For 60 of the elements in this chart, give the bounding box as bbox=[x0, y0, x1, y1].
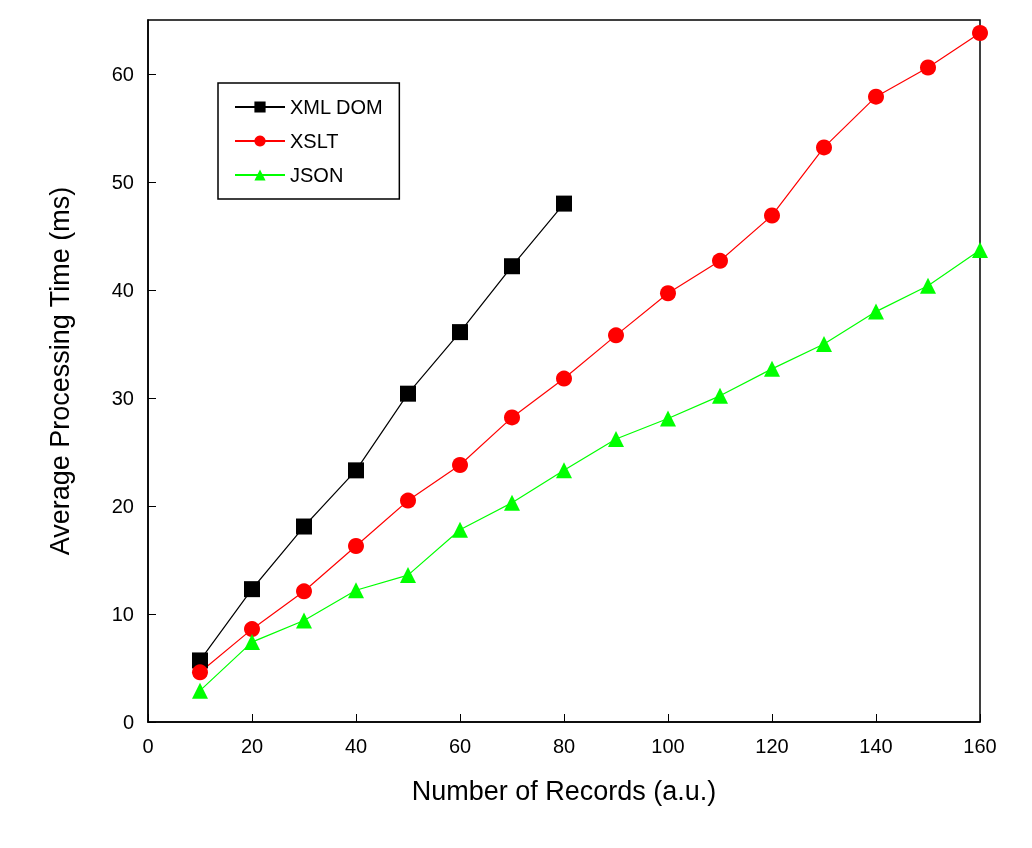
x-tick-label: 0 bbox=[142, 735, 154, 757]
point bbox=[400, 492, 416, 509]
point bbox=[348, 462, 364, 479]
point bbox=[296, 583, 312, 600]
point bbox=[920, 59, 936, 76]
point bbox=[244, 621, 260, 638]
point bbox=[504, 409, 520, 426]
x-tick-label: 20 bbox=[240, 735, 264, 757]
point bbox=[972, 242, 988, 259]
point bbox=[556, 462, 572, 479]
point bbox=[244, 634, 260, 651]
y-tick-label: 60 bbox=[111, 63, 134, 85]
legend-label: XML DOM bbox=[290, 96, 383, 118]
point bbox=[712, 252, 728, 269]
point bbox=[452, 521, 468, 538]
point bbox=[868, 88, 884, 105]
point bbox=[712, 387, 728, 404]
point bbox=[400, 567, 416, 584]
point bbox=[816, 336, 832, 352]
point bbox=[452, 324, 468, 341]
legend-label: XSLT bbox=[290, 130, 339, 152]
point bbox=[608, 327, 624, 344]
point bbox=[296, 518, 312, 535]
x-tick-label: 60 bbox=[448, 735, 472, 757]
point bbox=[452, 456, 468, 473]
x-tick-label: 140 bbox=[859, 735, 893, 757]
point bbox=[348, 537, 364, 554]
point bbox=[920, 277, 936, 294]
point bbox=[556, 370, 572, 387]
x-tick-label: 160 bbox=[963, 735, 997, 757]
y-tick-label: 40 bbox=[111, 279, 134, 301]
y-tick-label: 20 bbox=[111, 495, 134, 517]
y-tick-label: 10 bbox=[111, 603, 134, 625]
point bbox=[660, 285, 676, 302]
x-tick-label: 120 bbox=[755, 735, 789, 757]
y-tick-label: 0 bbox=[122, 711, 134, 733]
point bbox=[348, 582, 364, 599]
point bbox=[192, 682, 208, 699]
point bbox=[556, 195, 572, 212]
point bbox=[608, 431, 624, 448]
point bbox=[764, 207, 780, 224]
point bbox=[660, 410, 676, 427]
point bbox=[400, 385, 416, 402]
x-tick-label: 100 bbox=[651, 735, 685, 757]
x-axis-title: Number of Records (a.u.) bbox=[411, 775, 717, 806]
point bbox=[764, 360, 780, 377]
point bbox=[972, 24, 988, 41]
point bbox=[868, 303, 884, 320]
point bbox=[192, 664, 208, 681]
y-tick-label: 50 bbox=[111, 171, 134, 193]
y-tick-label: 30 bbox=[111, 387, 134, 409]
point bbox=[504, 258, 520, 275]
point bbox=[244, 581, 260, 598]
legend-label: JSON bbox=[290, 164, 344, 186]
x-tick-label: 80 bbox=[552, 735, 576, 757]
point bbox=[296, 612, 312, 629]
point bbox=[504, 494, 520, 511]
point bbox=[816, 139, 832, 156]
y-axis-title: Average Processing Time (ms) bbox=[44, 186, 75, 556]
x-tick-label: 40 bbox=[344, 735, 368, 757]
